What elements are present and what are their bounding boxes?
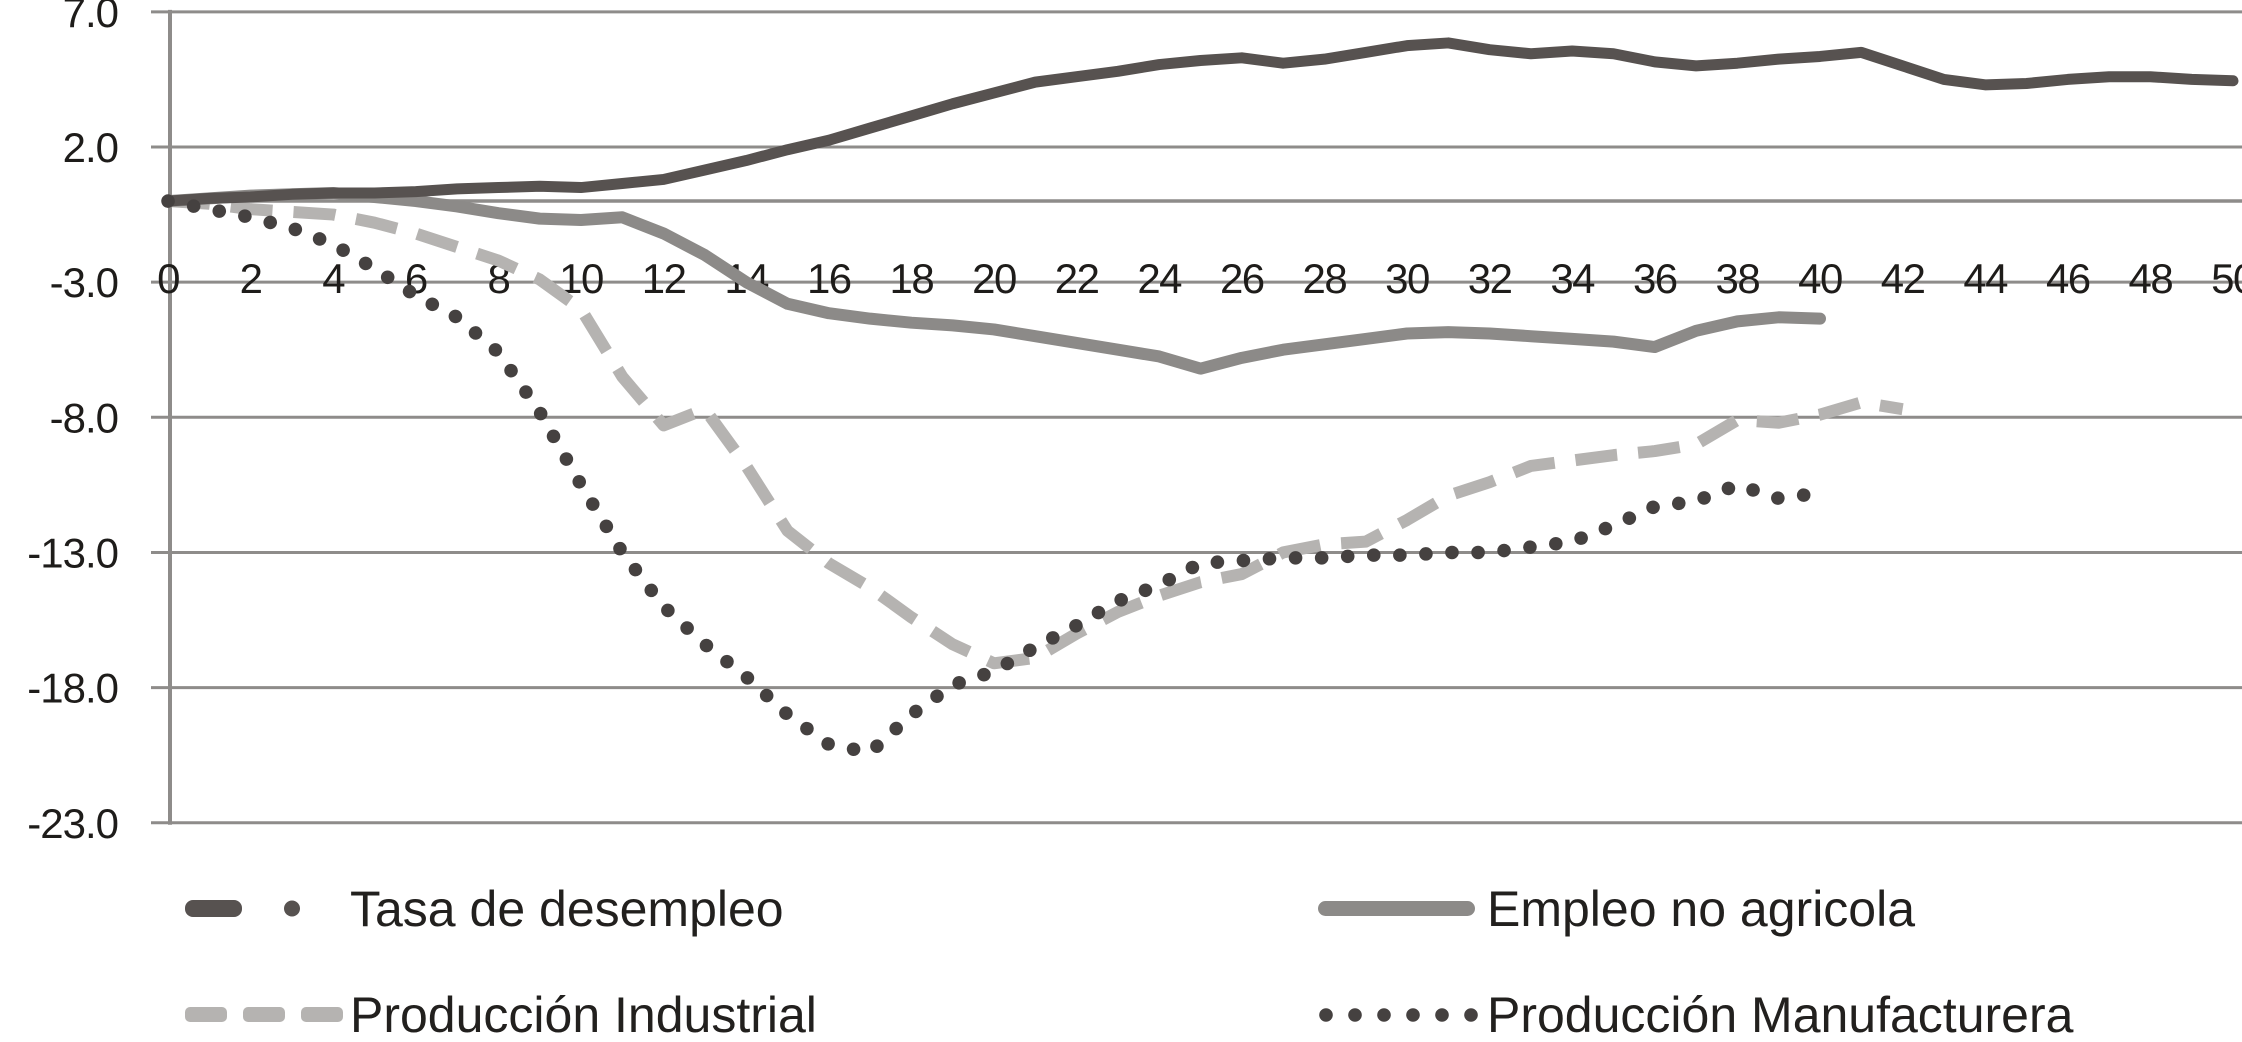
series-line-1 — [162, 186, 1826, 375]
legend-label: Producción Manufacturera — [1487, 987, 2074, 1042]
x-axis-tick-label: 0 — [157, 255, 179, 302]
x-axis-tick-label: 38 — [1716, 255, 1760, 302]
x-axis-tick-label: 44 — [1963, 255, 2008, 302]
x-axis-tick-label: 36 — [1633, 255, 1677, 302]
legend-label: Tasa de desempleo — [350, 881, 784, 937]
x-axis-tick-label: 4 — [322, 255, 345, 302]
y-axis-tick-label: -13.0 — [27, 529, 118, 576]
legend-label: Producción Industrial — [350, 987, 817, 1042]
solid-line-icon — [1318, 901, 1475, 916]
y-axis-tick-label: -18.0 — [27, 665, 118, 712]
x-axis-tick-label: 16 — [807, 255, 851, 302]
x-axis-tick-label: 50 — [2211, 255, 2242, 302]
x-axis-tick-label: 24 — [1137, 255, 1182, 302]
x-axis-tick-label: 46 — [2046, 255, 2090, 302]
series-line-0 — [162, 37, 2239, 207]
x-axis-tick-label: 42 — [1881, 255, 1925, 302]
dashed-line-icon — [185, 1007, 343, 1022]
series-line-2 — [167, 195, 1904, 670]
dash-dot-line-icon — [185, 900, 300, 917]
x-axis-tick-label: 34 — [1550, 255, 1595, 302]
x-axis-tick-label: 22 — [1055, 255, 1099, 302]
legend-item-tasa-de-desempleo: Tasa de desempleo — [185, 879, 784, 939]
y-axis-tick-label: -8.0 — [50, 394, 118, 441]
x-axis-tick-label: 28 — [1303, 255, 1347, 302]
y-axis-tick-label: 7.0 — [63, 0, 118, 36]
x-axis-tick-label: 20 — [972, 255, 1016, 302]
x-axis-tick-label: 2 — [240, 255, 262, 302]
legend-item-produccion-industrial: Producción Industrial — [185, 985, 817, 1042]
dotted-line-icon — [1319, 1008, 1478, 1022]
legend-label: Empleo no agricola — [1487, 881, 1916, 937]
y-axis-tick-label: -23.0 — [27, 800, 118, 847]
x-axis-tick-label: 40 — [1798, 255, 1842, 302]
x-axis-tick-label: 26 — [1220, 255, 1264, 302]
legend-item-produccion-manufacturera: Producción Manufacturera — [1318, 985, 2073, 1042]
x-axis-tick-label: 30 — [1385, 255, 1429, 302]
legend-item-empleo-no-agricola: Empleo no agricola — [1318, 879, 1915, 939]
x-axis-tick-label: 18 — [890, 255, 934, 302]
y-axis-tick-label: 2.0 — [63, 124, 118, 171]
x-axis-tick-label: 12 — [642, 255, 686, 302]
x-axis-tick-label: 48 — [2129, 255, 2173, 302]
y-axis-tick-label: -3.0 — [50, 259, 118, 306]
x-axis-tick-label: 32 — [1468, 255, 1512, 302]
